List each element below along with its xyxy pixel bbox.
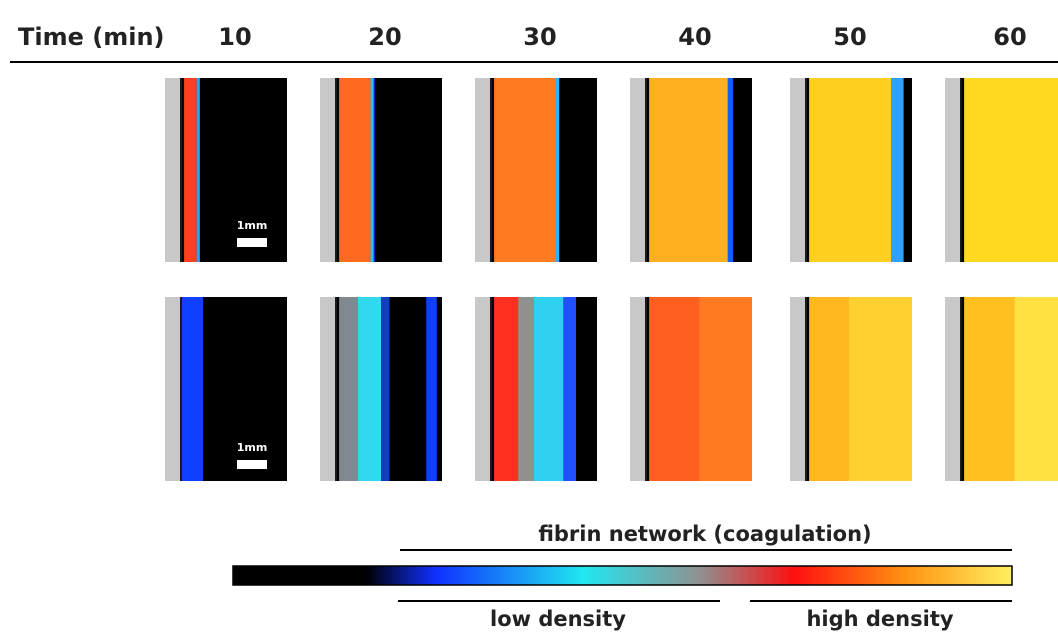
channel-wall [165, 297, 180, 481]
density-region [809, 78, 891, 262]
channel-wall [320, 297, 335, 481]
density-region [381, 297, 390, 481]
scale-bar-label: 1mm [237, 441, 268, 454]
channel-wall [945, 78, 960, 262]
density-region [576, 297, 597, 481]
channel-wall [320, 78, 335, 262]
density-region [182, 297, 203, 481]
image-panel [165, 78, 287, 262]
density-region [964, 78, 1058, 262]
density-region [373, 78, 375, 262]
low-label: low density [490, 607, 626, 631]
scale-bar [237, 238, 267, 247]
density-region [518, 297, 534, 481]
panels: 1mm 1mm [165, 78, 1058, 481]
density-region [196, 78, 200, 262]
time-label: Time (min) [18, 23, 165, 51]
density-region [649, 78, 728, 262]
density-region [534, 297, 564, 481]
channel-wall [630, 297, 645, 481]
density-region [555, 78, 560, 262]
time-value: 60 [993, 23, 1026, 51]
time-value: 50 [833, 23, 866, 51]
density-region [699, 297, 752, 481]
fibrin-label: fibrin network (coagulation) [538, 522, 871, 546]
scale-bar [237, 460, 267, 469]
density-region [727, 78, 734, 262]
channel-wall [165, 78, 180, 262]
colorbar [232, 565, 1013, 586]
channel-wall [630, 78, 645, 262]
density-region [370, 78, 374, 262]
channel-wall [790, 297, 805, 481]
density-region [358, 297, 382, 481]
density-region [426, 297, 437, 481]
density-region [494, 78, 555, 262]
channel-wall [475, 78, 490, 262]
high-label: high density [806, 607, 953, 631]
density-region [1014, 297, 1058, 481]
time-value: 20 [368, 23, 401, 51]
image-panel [320, 78, 442, 262]
density-region [849, 297, 912, 481]
time-value: 40 [678, 23, 711, 51]
channel-wall [945, 297, 960, 481]
channel-wall [475, 297, 490, 481]
density-region [891, 78, 904, 262]
time-value: 10 [218, 23, 251, 51]
time-value: 30 [523, 23, 556, 51]
scale-bar-label: 1mm [237, 219, 268, 232]
density-region [339, 78, 371, 262]
density-region [184, 78, 197, 262]
channel-wall [790, 78, 805, 262]
